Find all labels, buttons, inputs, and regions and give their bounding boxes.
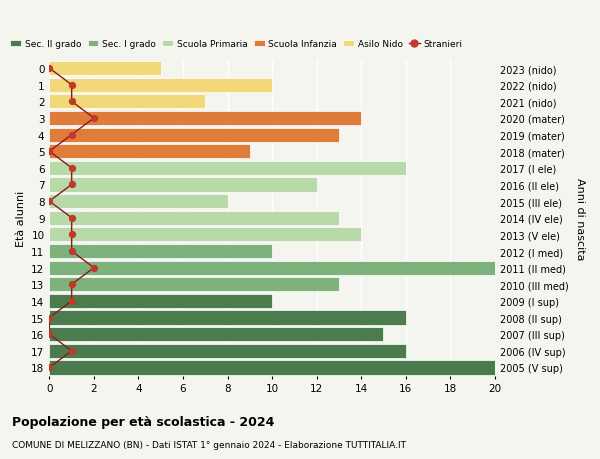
Y-axis label: Anni di nascita: Anni di nascita <box>575 177 585 259</box>
Bar <box>49 344 406 358</box>
Bar <box>49 195 227 209</box>
Bar <box>49 145 250 159</box>
Bar <box>49 261 495 275</box>
Point <box>67 165 76 172</box>
Point <box>67 215 76 222</box>
Point <box>67 98 76 106</box>
Point <box>67 347 76 355</box>
Point <box>89 115 99 123</box>
Text: COMUNE DI MELIZZANO (BN) - Dati ISTAT 1° gennaio 2024 - Elaborazione TUTTITALIA.: COMUNE DI MELIZZANO (BN) - Dati ISTAT 1°… <box>12 440 406 449</box>
Point <box>67 231 76 239</box>
Point <box>44 148 54 156</box>
Point <box>67 281 76 288</box>
Bar <box>49 62 161 76</box>
Point <box>44 331 54 338</box>
Bar <box>49 327 383 341</box>
Point <box>67 132 76 139</box>
Point <box>67 248 76 255</box>
Point <box>67 181 76 189</box>
Bar <box>49 245 272 258</box>
Point <box>44 314 54 322</box>
Point <box>44 198 54 205</box>
Bar <box>49 95 205 109</box>
Bar <box>49 128 339 142</box>
Point <box>44 364 54 371</box>
Bar <box>49 311 406 325</box>
Bar <box>49 112 361 126</box>
Bar <box>49 361 495 375</box>
Bar <box>49 228 361 242</box>
Bar <box>49 278 339 292</box>
Legend: Sec. II grado, Sec. I grado, Scuola Primaria, Scuola Infanzia, Asilo Nido, Stran: Sec. II grado, Sec. I grado, Scuola Prim… <box>7 37 466 53</box>
Bar <box>49 294 272 308</box>
Bar <box>49 162 406 175</box>
Y-axis label: Età alunni: Età alunni <box>16 190 26 246</box>
Point <box>44 65 54 73</box>
Point <box>67 297 76 305</box>
Bar <box>49 178 317 192</box>
Point <box>89 264 99 272</box>
Text: Popolazione per età scolastica - 2024: Popolazione per età scolastica - 2024 <box>12 415 274 428</box>
Bar <box>49 78 272 93</box>
Bar <box>49 211 339 225</box>
Point <box>67 82 76 89</box>
